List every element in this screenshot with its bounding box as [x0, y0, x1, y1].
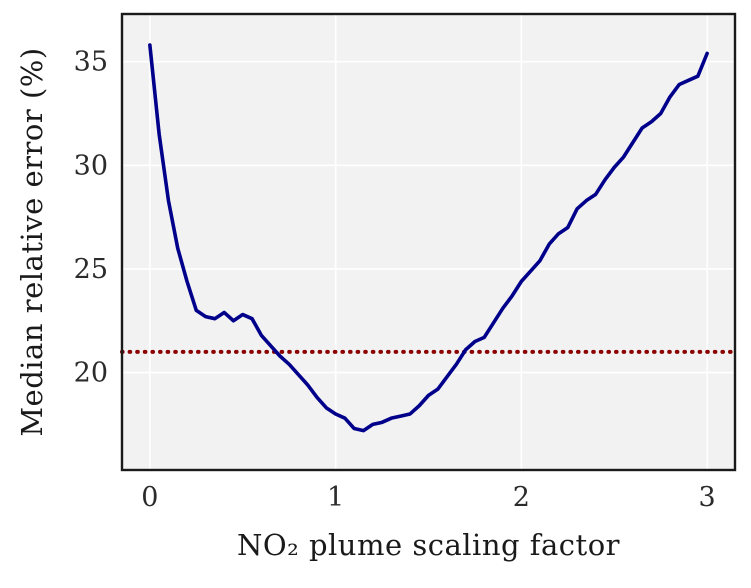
- plot-area: [122, 14, 735, 470]
- data-line: [148, 43, 709, 433]
- y-tick-label-2: 30: [74, 150, 108, 181]
- y-tick-label-0: 20: [74, 358, 108, 389]
- plot-frame: [120, 12, 737, 472]
- y-axis-label: Median relative error (%): [15, 47, 49, 437]
- y-tick-label-3: 35: [74, 47, 108, 78]
- x-tick-label-0: 0: [141, 482, 158, 513]
- x-tick-label-3: 3: [699, 482, 716, 513]
- x-tick-label-1: 1: [327, 482, 344, 513]
- x-axis-label: NO₂ plume scaling factor: [236, 528, 621, 562]
- x-tick-label-2: 2: [513, 482, 530, 513]
- y-tick-label-1: 25: [74, 254, 108, 285]
